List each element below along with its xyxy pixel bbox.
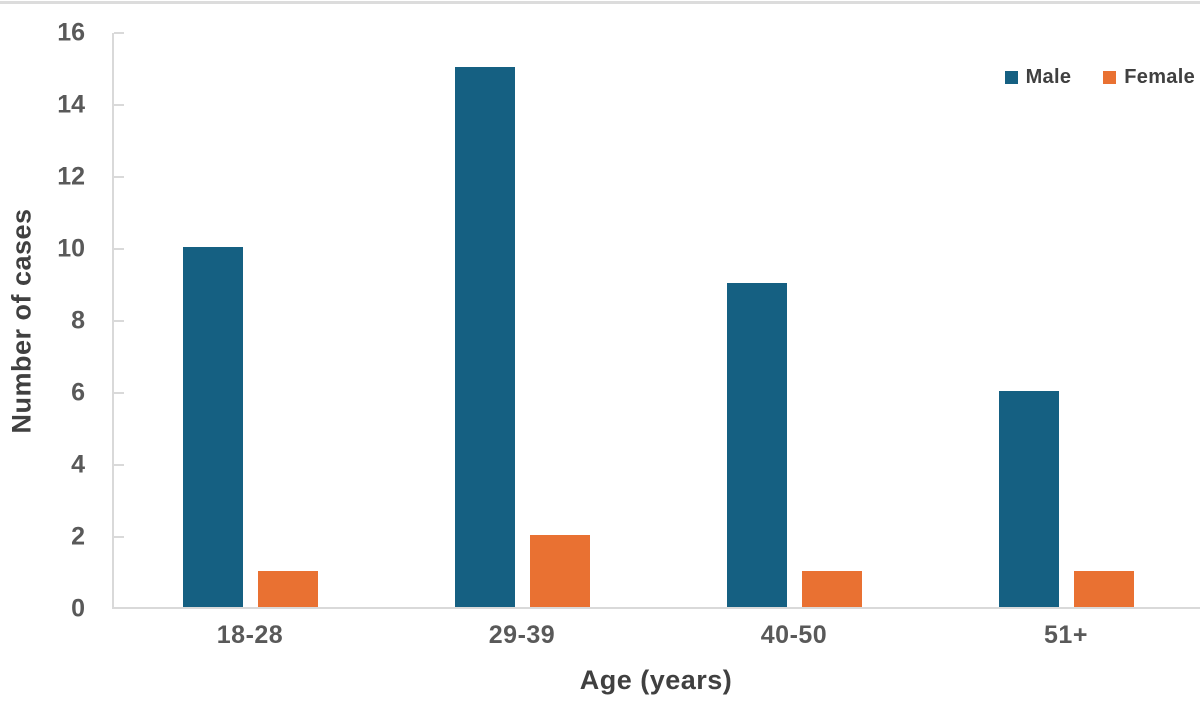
legend: Male Female: [1004, 66, 1195, 89]
y-axis-tick-mark: [114, 104, 124, 106]
y-axis-tick-label: 2: [71, 522, 85, 551]
y-axis-tick-mark: [114, 248, 124, 250]
y-axis-tick-label: 10: [57, 234, 85, 263]
y-axis-tick-mark: [114, 464, 124, 466]
legend-item-male: Male: [1004, 66, 1072, 89]
x-axis-title: Age (years): [579, 665, 733, 695]
x-axis-category-label: 51+: [1044, 621, 1088, 649]
male-bar: [454, 67, 515, 607]
legend-item-female: Female: [1103, 66, 1195, 89]
y-axis-tick-label: 6: [71, 378, 85, 407]
male-bar: [998, 391, 1059, 607]
female-bar: [529, 535, 590, 607]
x-axis-category-label: 29-39: [488, 621, 556, 649]
window-top-border: [0, 1, 1200, 4]
female-legend-swatch-icon: [1103, 71, 1117, 84]
y-axis-tick-label: 0: [71, 594, 85, 623]
male-legend-swatch-icon: [1004, 71, 1018, 84]
y-axis-tick-mark: [114, 392, 124, 394]
legend-label-male: Male: [1025, 66, 1072, 88]
y-axis-tick-label: 12: [57, 162, 85, 191]
female-bar: [257, 571, 318, 607]
y-axis-tick-label: 16: [57, 18, 85, 47]
y-axis-tick-mark: [114, 32, 124, 34]
y-axis-tick-mark: [114, 536, 124, 538]
male-bar: [182, 247, 243, 607]
plot-area: 0 2 4 6 8 10 12 14 16 18-28 29-39 40-50 51+: [57, 19, 1200, 649]
legend-label-female: Female: [1124, 66, 1195, 88]
y-axis-tick-mark: [114, 176, 124, 178]
y-axis-tick-label: 14: [57, 90, 85, 119]
male-bar: [726, 283, 787, 607]
y-axis-tick-label: 8: [71, 306, 85, 335]
x-axis-category-label: 40-50: [760, 621, 828, 649]
female-bar: [801, 571, 862, 607]
x-axis-category-label: 18-28: [216, 621, 284, 649]
y-axis-tick-mark: [114, 320, 124, 322]
female-bar: [1073, 571, 1134, 607]
y-axis-tick-label: 4: [71, 450, 85, 479]
